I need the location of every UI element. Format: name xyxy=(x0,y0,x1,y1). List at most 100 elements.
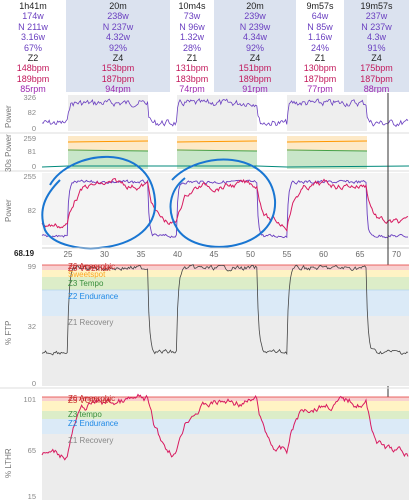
interval-np: N 85w xyxy=(307,21,333,32)
interval-np: N 237w xyxy=(102,21,134,32)
power30-axis-label: 30s Power xyxy=(4,134,13,172)
current-time-readout: 68.19 xyxy=(14,249,35,258)
interval-pct: 92% xyxy=(108,42,127,53)
interval-hr: 131bpm xyxy=(175,63,209,74)
interval-np: N 211w xyxy=(18,21,48,32)
time-tick-label: 45 xyxy=(210,250,219,259)
interval-power: 238w xyxy=(107,11,129,22)
lthr-tick-min: 15 xyxy=(27,492,36,500)
annotation-circle-1 xyxy=(41,155,157,250)
time-tick-label: 35 xyxy=(137,250,146,259)
lthr-zone-z3: Z3 tempo xyxy=(68,410,102,419)
lthr-zone-z5: Z5 VO2max xyxy=(68,396,111,405)
interval-wkg: 1.16w xyxy=(307,32,333,43)
power-main-tick-mid: 82 xyxy=(27,206,36,215)
time-axis: 25 30 35 40 45 50 55 60 65 70 xyxy=(64,250,402,259)
interval-power: 174w xyxy=(22,11,44,22)
interval-column[interactable]: 19m57s 237w N 237w 4.3w 91% Z4 175bpm 187bpm 88r… xyxy=(344,0,409,95)
interval-hrmax: 187bpm xyxy=(303,73,337,84)
power30-tick-min: 0 xyxy=(31,162,36,171)
power-main-tick-max: 255 xyxy=(23,172,36,181)
interval-np: N 239w xyxy=(239,21,271,32)
power-panel xyxy=(41,93,409,131)
interval-time: 9m57s xyxy=(306,1,334,11)
time-tick-label: 50 xyxy=(246,250,255,259)
power-tick-max: 326 xyxy=(23,93,36,102)
interval-hrmax: 187bpm xyxy=(360,73,393,84)
interval-power: 239w xyxy=(244,11,266,22)
interval-hr: 151bpm xyxy=(238,63,272,74)
interval-column[interactable]: 20m 239w N 239w 4.34w 92% Z4 151bpm 189bpm 91rpm xyxy=(214,0,296,95)
interval-power: 237w xyxy=(365,11,388,22)
time-tick-label: 70 xyxy=(392,250,401,259)
ftp-zone-z3: Z3 Tempo xyxy=(68,279,104,288)
power-30s-panel xyxy=(41,136,409,169)
interval-column[interactable]: 9m57s 64w N 85w 1.16w 24% Z1 130bpm 187bpm 77rpm xyxy=(296,0,344,95)
power-axis-label: Power xyxy=(4,105,13,128)
lthr-panel xyxy=(41,393,409,500)
interval-cad: 85rpm xyxy=(20,84,46,95)
interval-time: 10m4s xyxy=(178,1,206,11)
ftp-tick-mid: 32 xyxy=(27,322,36,331)
interval-hr: 148bpm xyxy=(16,63,50,74)
interval-power: 73w xyxy=(183,11,201,22)
interval-pct: 67% xyxy=(23,42,42,53)
time-tick-label: 25 xyxy=(64,250,73,259)
interval-column[interactable]: 10m4s 73w N 96w 1.32w 28% Z1 131bpm 183bpm 74rpm xyxy=(170,0,214,95)
interval-zone: Z1 xyxy=(186,53,198,64)
interval-np: N 237w xyxy=(361,21,392,32)
interval-cad: 94rpm xyxy=(105,84,131,95)
time-tick-label: 30 xyxy=(100,250,109,259)
interval-cad: 91rpm xyxy=(242,84,268,95)
ftp-zone-sweetspot: Sweetspot xyxy=(68,270,106,279)
interval-hr: 130bpm xyxy=(303,63,337,74)
interval-column[interactable]: 20m 238w N 237w 4.32w 92% Z4 153bpm 187bpm 94rpm xyxy=(66,0,170,95)
interval-wkg: 3.16w xyxy=(20,32,46,43)
interval-cad: 74rpm xyxy=(179,84,205,95)
power-tick-min: 0 xyxy=(31,124,36,133)
interval-stats-header: 1h41m 174w N 211w 3.16w 67% Z2 148bpm 189bpm 85r… xyxy=(0,0,409,95)
interval-pct: 91% xyxy=(367,42,386,53)
lthr-tick-max: 101 xyxy=(23,395,36,404)
interval-column[interactable]: 1h41m 174w N 211w 3.16w 67% Z2 148bpm 189bpm 85r… xyxy=(0,0,66,95)
power30-tick-mid: 81 xyxy=(27,147,36,156)
lthr-axis-label: % LTHR xyxy=(4,448,13,478)
ftp-zone-z2: Z2 Endurance xyxy=(68,292,119,301)
interval-cad: 77rpm xyxy=(307,84,333,95)
interval-hr: 153bpm xyxy=(101,63,135,74)
interval-cad: 88rpm xyxy=(363,84,390,95)
interval-np: N 96w xyxy=(179,21,205,32)
interval-zone: Z2 xyxy=(27,53,39,64)
interval-hrmax: 189bpm xyxy=(238,73,272,84)
time-tick-label: 60 xyxy=(319,250,328,259)
interval-hrmax: 187bpm xyxy=(101,73,135,84)
interval-zone: Z4 xyxy=(371,53,382,64)
ftp-tick-min: 0 xyxy=(31,379,36,388)
interval-hr: 175bpm xyxy=(360,63,393,74)
lthr-zone-z1: Z1 Recovery xyxy=(68,436,114,445)
interval-pct: 28% xyxy=(182,42,201,53)
power30-tick-max: 259 xyxy=(23,134,36,143)
interval-time: 19m57s xyxy=(360,1,393,11)
ftp-panel xyxy=(41,264,409,386)
time-tick-label: 65 xyxy=(356,250,365,259)
interval-wkg: 1.32w xyxy=(179,32,205,43)
power-main-axis-label: Power xyxy=(4,199,13,222)
lthr-tick-mid: 65 xyxy=(27,446,36,455)
annotation-circle-2 xyxy=(169,158,277,248)
ftp-zone-z5: Z5 VO2max xyxy=(68,264,111,273)
interval-pct: 24% xyxy=(310,42,329,53)
interval-wkg: 4.32w xyxy=(105,32,131,43)
lthr-zone-z2: Z2 Endurance xyxy=(68,419,119,428)
interval-power: 64w xyxy=(311,11,329,22)
ftp-tick-max: 99 xyxy=(27,262,36,271)
power-hr-panel xyxy=(41,155,409,250)
ftp-zone-z1: Z1 Recovery xyxy=(68,318,114,327)
power-tick-mid: 82 xyxy=(27,108,36,117)
interval-time: 20m xyxy=(109,1,127,11)
ftp-axis-label: % FTP xyxy=(4,320,13,345)
ftp-zone-z6: Z6 Anaerobic xyxy=(68,262,116,271)
interval-zone: Z4 xyxy=(249,53,261,64)
time-tick-label: 55 xyxy=(283,250,292,259)
